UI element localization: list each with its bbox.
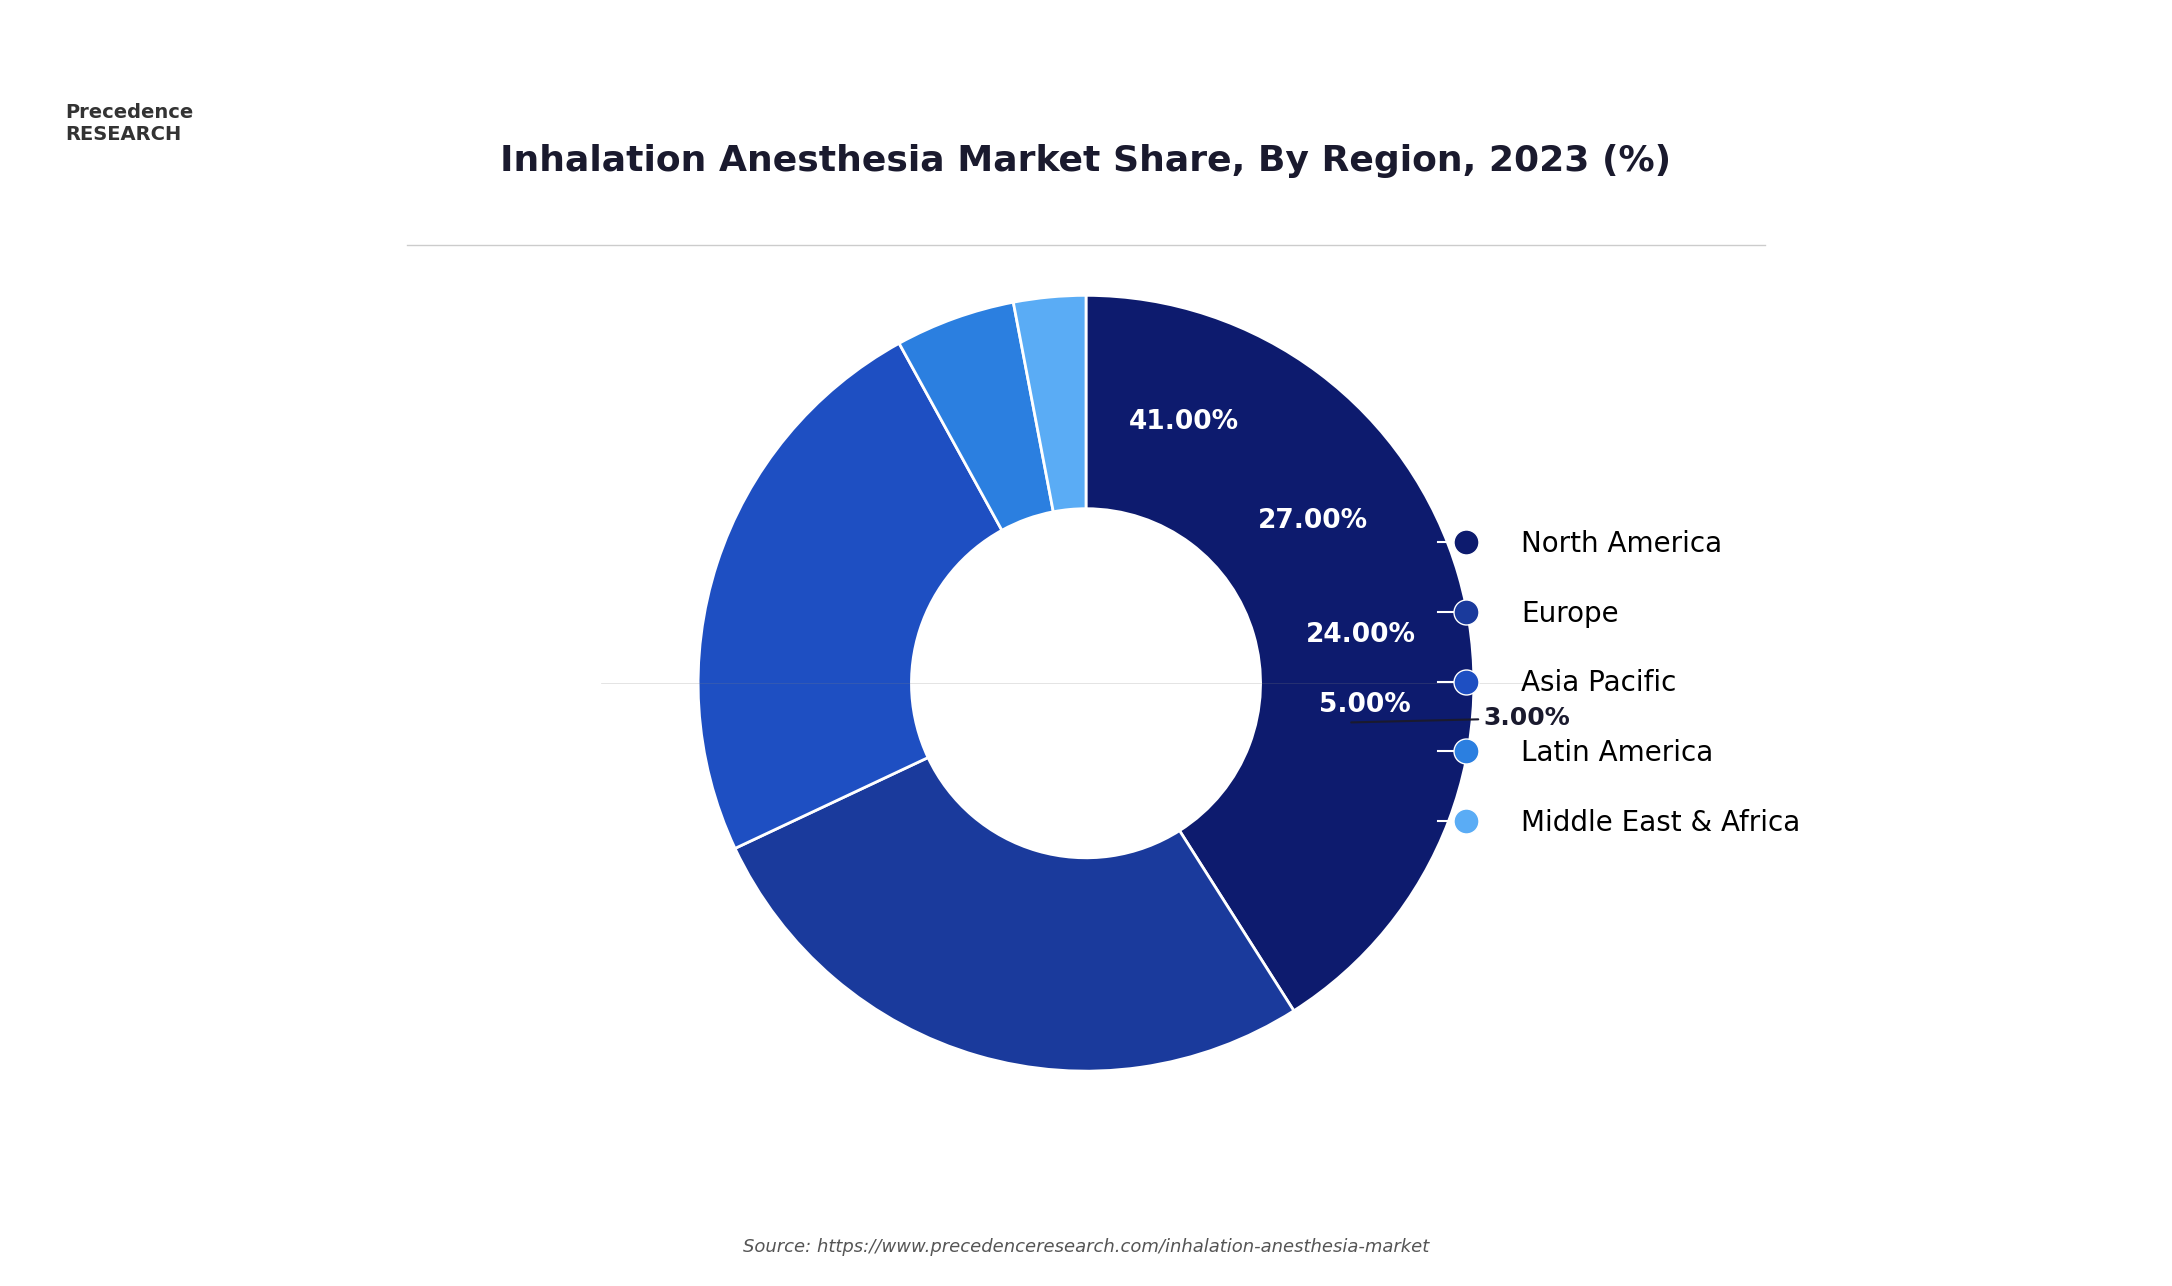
Text: 27.00%: 27.00% <box>1258 508 1368 534</box>
Text: Source: https://www.precedenceresearch.com/inhalation-anesthesia-market: Source: https://www.precedenceresearch.c… <box>743 1238 1429 1256</box>
Text: Precedence
RESEARCH: Precedence RESEARCH <box>65 103 193 144</box>
Text: 3.00%: 3.00% <box>1351 706 1570 730</box>
Title: Inhalation Anesthesia Market Share, By Region, 2023 (%): Inhalation Anesthesia Market Share, By R… <box>500 144 1672 177</box>
Text: 5.00%: 5.00% <box>1318 692 1410 718</box>
Wedge shape <box>1086 296 1475 1011</box>
Wedge shape <box>1014 296 1086 512</box>
Text: 24.00%: 24.00% <box>1305 621 1416 648</box>
Text: 41.00%: 41.00% <box>1129 409 1238 435</box>
Wedge shape <box>734 757 1295 1071</box>
Wedge shape <box>697 343 1001 849</box>
Legend: North America, Europe, Asia Pacific, Latin America, Middle East & Africa: North America, Europe, Asia Pacific, Lat… <box>1410 502 1829 864</box>
Wedge shape <box>899 302 1053 530</box>
